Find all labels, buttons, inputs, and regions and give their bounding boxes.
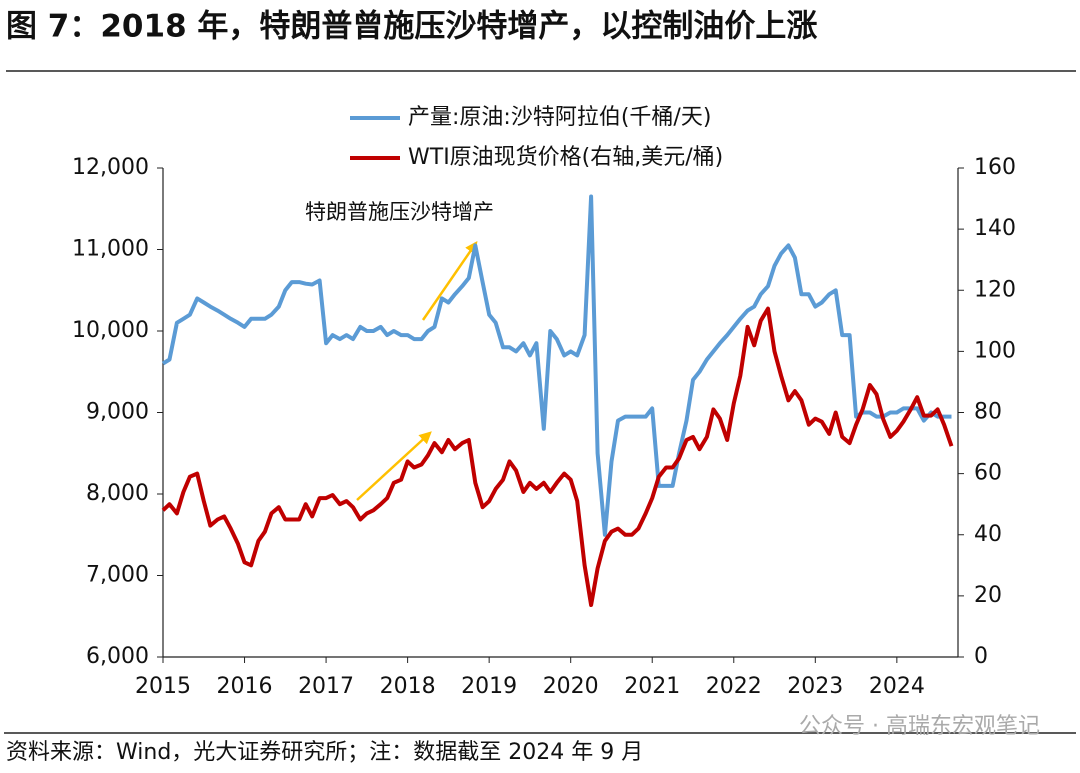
y-tick-label: 12,000 [72, 155, 149, 180]
x-tick-label: 2017 [298, 674, 354, 699]
y-tick-label: 11,000 [72, 237, 149, 262]
annotation-arrow [356, 431, 432, 501]
y2-tick-label: 40 [974, 522, 1002, 547]
y2-tick-label: 120 [974, 277, 1016, 302]
x-tick-label: 2021 [624, 674, 680, 699]
x-tick-label: 2015 [135, 674, 191, 699]
annotation: 特朗普施压沙特增产 [305, 200, 494, 224]
y-tick-label: 6,000 [86, 644, 149, 669]
x-tick-label: 2024 [869, 674, 925, 699]
series-line [161, 306, 954, 607]
x-tick-label: 2016 [217, 674, 273, 699]
legend-label: WTI原油现货价格(右轴,美元/桶) [408, 145, 723, 170]
y-tick-label: 9,000 [86, 400, 149, 425]
source-note: 资料来源：Wind，光大证券研究所；注：数据截至 2024 年 9 月 [6, 740, 643, 765]
y2-tick-label: 0 [974, 644, 988, 669]
chart-title: 图 7：2018 年，特朗普曾施压沙特增产，以控制油价上涨 [6, 9, 817, 45]
x-tick-label: 2020 [543, 674, 599, 699]
y-tick-label: 8,000 [86, 481, 149, 506]
legend-label: 产量:原油:沙特阿拉伯(千桶/天) [408, 105, 711, 130]
y2-tick-label: 20 [974, 583, 1002, 608]
x-tick-label: 2022 [706, 674, 762, 699]
watermark: 公众号 · 高瑞东宏观笔记 [799, 714, 1040, 739]
y2-tick-label: 80 [974, 400, 1002, 425]
y-tick-label: 10,000 [72, 318, 149, 343]
y2-tick-label: 160 [974, 155, 1016, 180]
y2-tick-label: 140 [974, 216, 1016, 241]
y2-tick-label: 60 [974, 461, 1002, 486]
y-tick-label: 7,000 [86, 563, 149, 588]
plot: 6,000 7,000 8,000 9,000 10,000 11,000 12,000 0 2… [72, 105, 1016, 699]
x-tick-label: 2023 [787, 674, 843, 699]
y2-tick-label: 100 [974, 338, 1016, 363]
x-tick-label: 2019 [461, 674, 517, 699]
x-tick-label: 2018 [380, 674, 436, 699]
annotation-arrow [421, 240, 478, 321]
series-line [161, 194, 952, 537]
